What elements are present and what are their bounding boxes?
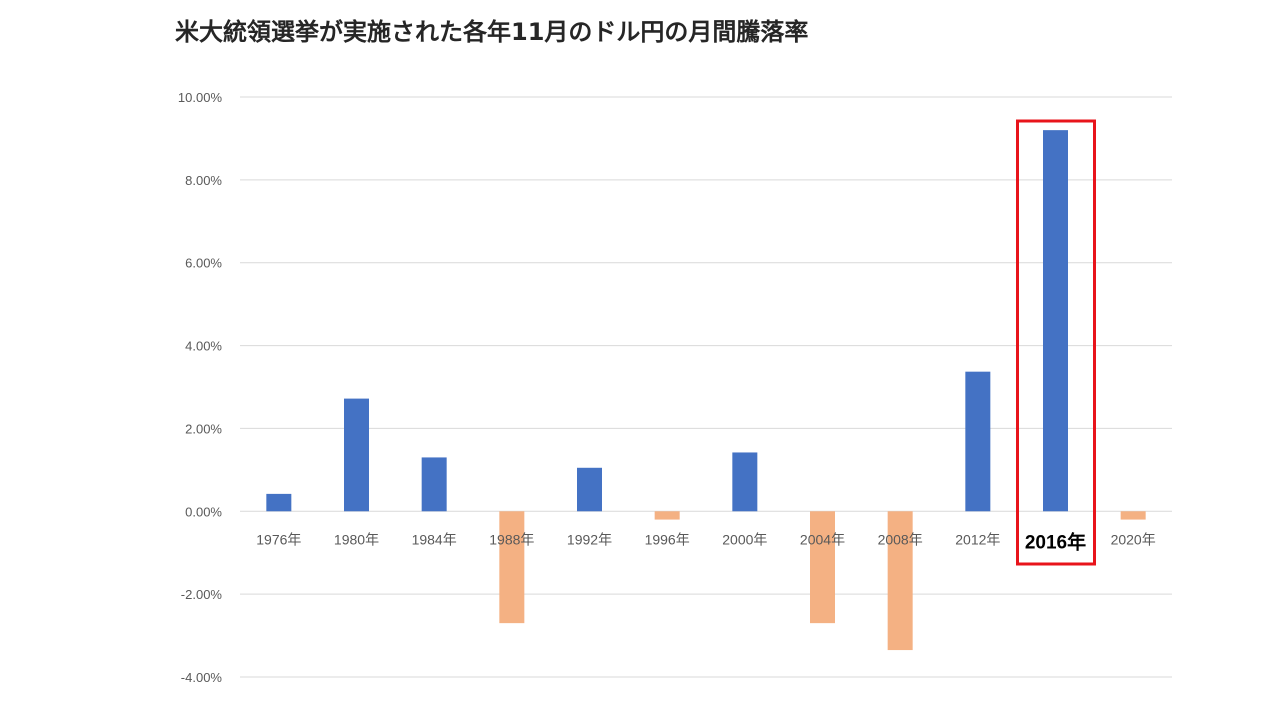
- y-axis-tick-labels: 10.00% 8.00% 6.00% 4.00% 2.00% 0.00% -2.00% -4.…: [178, 90, 223, 685]
- bar-1976: [266, 493, 292, 512]
- y-tick-label: 4.00%: [185, 339, 222, 354]
- bar-2000: [732, 452, 758, 512]
- x-axis-tick-labels: 1976年 1980年 1984年 1988年 1992年 1996年 2000年 2004年…: [256, 530, 1155, 553]
- chart-title: 米大統領選挙が実施された各年11月のドル円の月間騰落率: [175, 18, 809, 46]
- x-tick-label: 1992年: [567, 531, 612, 547]
- x-tick-label: 1984年: [412, 531, 457, 547]
- x-tick-label: 2020年: [1111, 531, 1156, 547]
- bar-2008: [887, 511, 913, 651]
- y-tick-label: 6.00%: [185, 256, 222, 271]
- bar-1980: [344, 398, 369, 512]
- bar-2016: [1043, 130, 1068, 512]
- bar-2020: [1120, 511, 1146, 520]
- y-tick-label: 0.00%: [185, 504, 222, 519]
- bar-2004: [810, 511, 835, 624]
- highlight-box: [1016, 119, 1096, 566]
- x-tick-label: 1988年: [489, 531, 534, 547]
- bar-1984: [421, 457, 447, 512]
- bars: [266, 130, 1146, 651]
- y-tick-label: 10.00%: [178, 90, 223, 105]
- y-tick-label: 2.00%: [185, 421, 222, 436]
- x-tick-label: 2004年: [800, 531, 845, 547]
- bar-1988: [499, 511, 525, 624]
- bar-2012: [965, 371, 991, 512]
- gridlines: [240, 96, 1172, 678]
- x-tick-label: 1976年: [256, 531, 301, 547]
- x-tick-label: 1996年: [645, 531, 690, 547]
- highlight-layer: [1016, 119, 1096, 566]
- x-tick-label: 1980年: [334, 531, 379, 547]
- bar-1996: [654, 511, 680, 520]
- x-tick-label: 2012年: [955, 531, 1000, 547]
- y-tick-label: -4.00%: [181, 670, 223, 685]
- y-tick-label: 8.00%: [185, 173, 222, 188]
- x-tick-label: 2008年: [878, 531, 923, 547]
- bar-1992: [577, 467, 602, 512]
- y-tick-label: -2.00%: [181, 587, 223, 602]
- x-tick-label-highlighted: 2016年: [1025, 530, 1086, 553]
- x-tick-label: 2000年: [722, 531, 767, 547]
